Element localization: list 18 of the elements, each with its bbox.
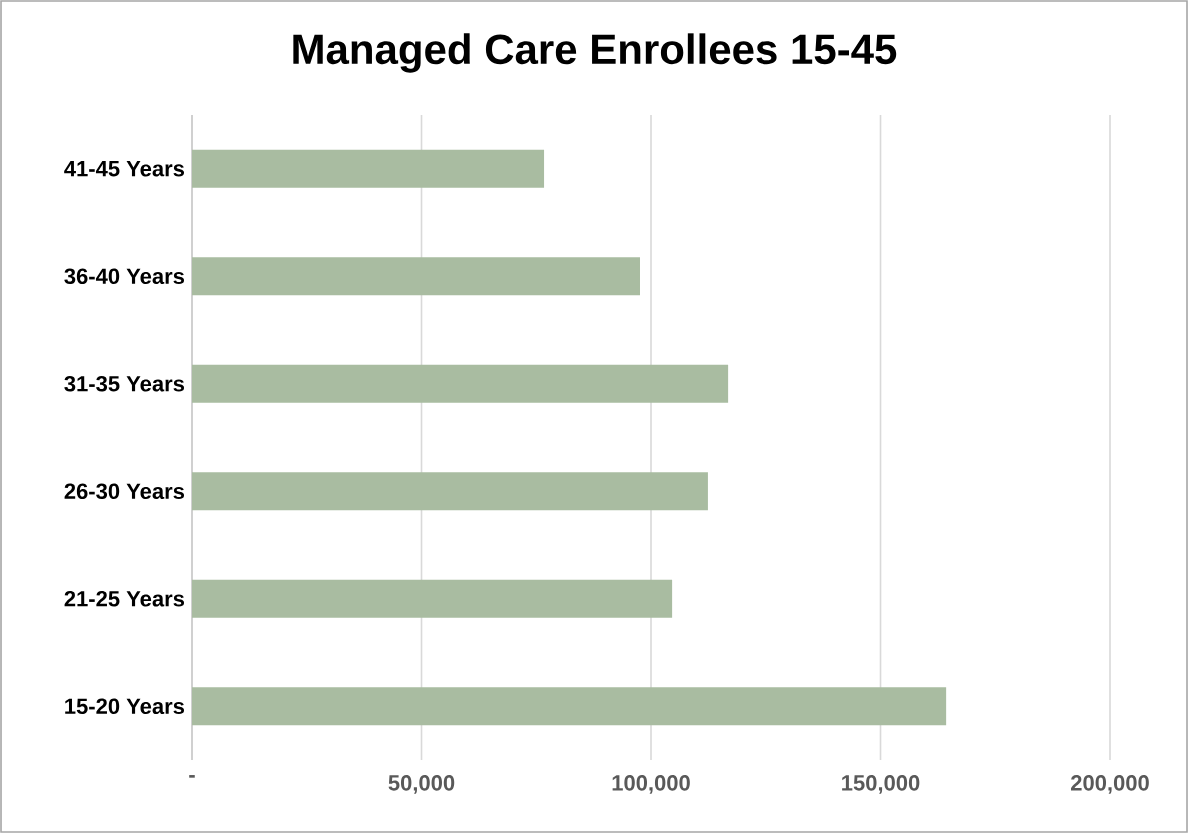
y-tick-label: 36-40 Years <box>64 268 185 285</box>
x-tick-label: 200,000 <box>1071 775 1149 794</box>
bar <box>192 149 545 188</box>
chart-title: Managed Care Enrollees 15-45 <box>293 33 897 73</box>
bar <box>192 257 640 296</box>
x-tick-label: 100,000 <box>612 775 690 794</box>
x-tick-label: 150,000 <box>842 775 920 794</box>
y-tick-label: 26-30 Years <box>64 483 185 500</box>
y-tick-label: 31-35 Years <box>64 375 185 392</box>
x-tick-label: - <box>189 775 195 778</box>
y-tick-label: 15-20 Years <box>65 698 185 715</box>
bar <box>192 687 947 726</box>
y-tick-label: 21-25 Years <box>64 590 185 607</box>
bar <box>192 579 673 618</box>
bar <box>192 472 708 511</box>
y-tick-label: 41-45 Years <box>64 161 185 177</box>
bar <box>192 364 729 403</box>
x-tick-label: 50,000 <box>388 775 455 794</box>
